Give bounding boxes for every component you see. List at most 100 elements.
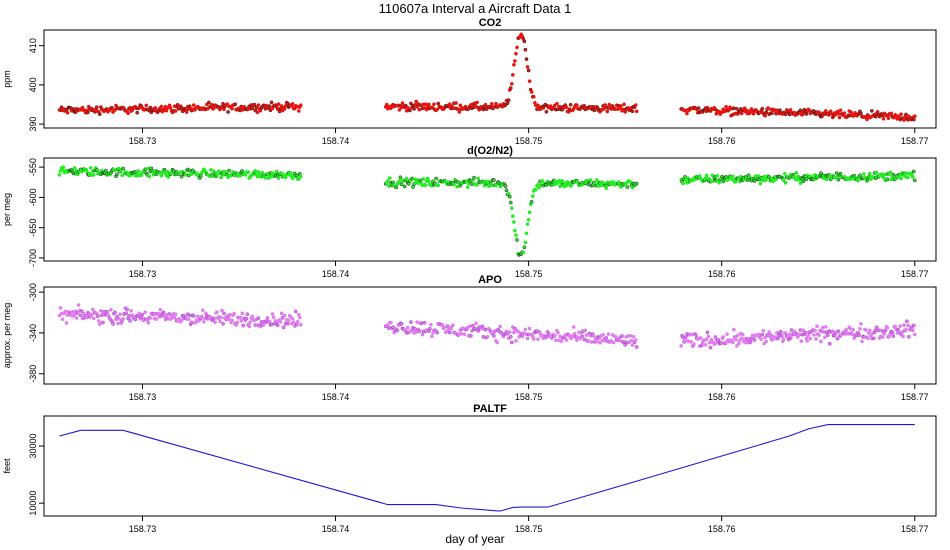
data-point bbox=[171, 168, 176, 173]
x-tick-label: 158.76 bbox=[708, 392, 736, 402]
data-point bbox=[273, 319, 278, 323]
x-tick-label: 158.76 bbox=[708, 269, 736, 279]
data-point bbox=[556, 330, 560, 335]
y-tick-label: 390 bbox=[28, 117, 38, 132]
data-point bbox=[288, 171, 293, 175]
data-point bbox=[886, 116, 891, 121]
data-point bbox=[494, 101, 498, 106]
data-point bbox=[769, 333, 773, 337]
data-point bbox=[873, 114, 878, 119]
data-point bbox=[764, 177, 769, 182]
data-point bbox=[384, 102, 389, 107]
x-tick-label: 158.75 bbox=[515, 269, 543, 279]
data-point bbox=[298, 174, 303, 179]
data-point bbox=[144, 103, 149, 108]
plot-frame bbox=[43, 415, 937, 517]
y-tick-label: -650 bbox=[28, 219, 38, 237]
data-point bbox=[836, 111, 841, 116]
data-point bbox=[578, 336, 582, 341]
data-point bbox=[166, 175, 171, 179]
data-point bbox=[798, 108, 803, 113]
x-tick-label: 158.74 bbox=[322, 269, 350, 279]
data-point bbox=[143, 167, 148, 172]
data-point bbox=[267, 319, 272, 324]
data-point bbox=[436, 183, 441, 188]
data-point bbox=[888, 170, 893, 175]
data-point bbox=[568, 102, 573, 107]
data-point bbox=[706, 334, 711, 339]
data-point bbox=[509, 340, 514, 345]
data-point bbox=[239, 319, 244, 323]
y-axis-label: feet bbox=[2, 458, 12, 474]
data-point bbox=[819, 339, 823, 344]
data-point bbox=[209, 168, 213, 172]
data-point bbox=[899, 112, 903, 117]
data-point bbox=[781, 178, 786, 183]
x-tick-label: 158.73 bbox=[129, 524, 157, 534]
data-point bbox=[421, 177, 426, 181]
data-point bbox=[523, 240, 528, 245]
data-point bbox=[842, 111, 847, 115]
data-point bbox=[554, 338, 558, 343]
data-point bbox=[256, 316, 261, 321]
data-point bbox=[111, 322, 115, 326]
data-point bbox=[804, 112, 809, 116]
data-point bbox=[524, 57, 529, 61]
data-point bbox=[94, 168, 99, 172]
data-point bbox=[564, 105, 569, 110]
data-point bbox=[435, 330, 440, 335]
data-point bbox=[246, 170, 251, 174]
data-point bbox=[515, 238, 519, 242]
data-point bbox=[116, 321, 120, 326]
data-point bbox=[814, 337, 818, 341]
data-point bbox=[201, 319, 206, 324]
data-point bbox=[575, 103, 579, 108]
data-point bbox=[759, 337, 764, 341]
data-point bbox=[580, 334, 584, 339]
data-point bbox=[534, 187, 538, 192]
data-point bbox=[827, 341, 832, 346]
data-point bbox=[623, 342, 628, 347]
data-point bbox=[633, 103, 638, 107]
data-point bbox=[819, 171, 823, 176]
data-point bbox=[260, 170, 265, 175]
data-point bbox=[397, 179, 402, 183]
data-point bbox=[79, 309, 84, 314]
data-point bbox=[837, 115, 842, 120]
data-point bbox=[431, 179, 435, 184]
data-point bbox=[510, 73, 515, 77]
data-point bbox=[63, 309, 68, 314]
series-line bbox=[59, 424, 915, 512]
y-tick-label: 410 bbox=[28, 38, 38, 53]
data-point bbox=[509, 82, 514, 86]
data-point bbox=[429, 322, 433, 327]
data-point bbox=[911, 169, 916, 174]
data-point bbox=[276, 176, 281, 181]
data-point bbox=[108, 317, 112, 321]
data-point bbox=[593, 183, 598, 188]
data-point bbox=[763, 335, 768, 340]
data-point bbox=[277, 109, 282, 114]
data-point bbox=[88, 165, 93, 170]
data-point bbox=[269, 100, 274, 105]
data-point bbox=[398, 175, 403, 180]
data-point bbox=[630, 109, 635, 114]
data-point bbox=[763, 113, 768, 118]
data-point bbox=[168, 105, 173, 110]
x-axis-label: day of year bbox=[445, 532, 504, 546]
data-point bbox=[507, 330, 512, 334]
data-point bbox=[410, 176, 414, 181]
data-point bbox=[558, 184, 562, 189]
data-point bbox=[797, 332, 802, 337]
data-point bbox=[624, 181, 629, 186]
data-point bbox=[256, 103, 261, 107]
data-point bbox=[173, 312, 178, 317]
data-point bbox=[540, 179, 545, 183]
data-point bbox=[294, 173, 299, 178]
data-point bbox=[572, 331, 577, 336]
data-point bbox=[472, 175, 476, 180]
data-point bbox=[856, 178, 860, 183]
data-point bbox=[591, 334, 596, 338]
data-point bbox=[696, 106, 701, 110]
data-point bbox=[736, 341, 741, 346]
